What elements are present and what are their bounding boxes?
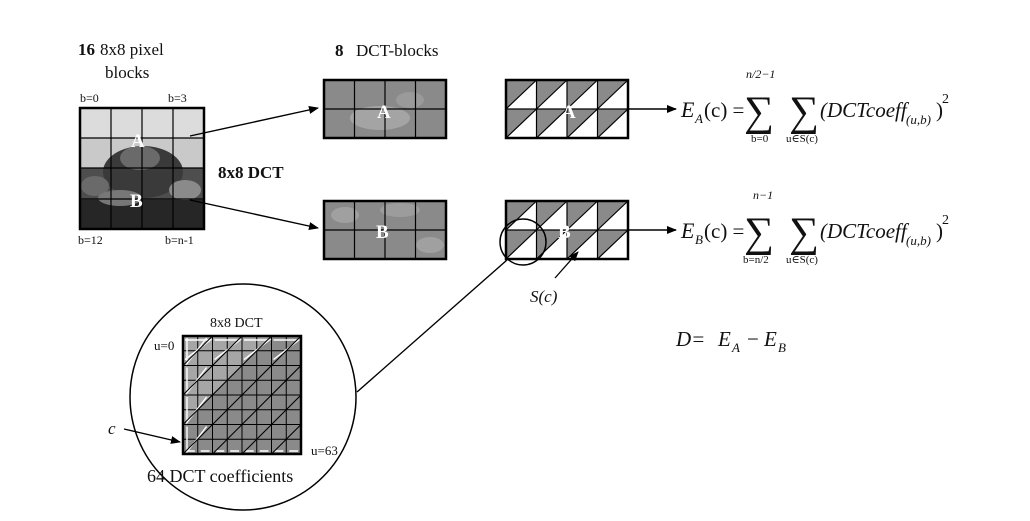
formula-ea: E A (c) = n/2−1 ∑ b=0 ∑ u∈S(c) (DCTcoeff… (680, 67, 949, 145)
dct-label-a: A (377, 102, 391, 123)
d-e2: E (763, 327, 777, 351)
zoom-u63-label: u=63 (311, 443, 338, 458)
pixel-blocks-heading: 16 8x8 pixel blocks (78, 40, 164, 82)
d-minus: − (747, 327, 759, 351)
masked-cell-diagonal (505, 79, 537, 110)
eb-sigma-1: ∑ (744, 210, 774, 256)
heading-text-line2: blocks (105, 63, 149, 82)
eb-sigma-2: ∑ (789, 210, 819, 256)
arrow-to-dct-b (189, 199, 319, 230)
masked-cell-diagonal (566, 200, 598, 231)
coeff-diagonal (241, 394, 302, 455)
zoom-connector-line (356, 259, 508, 393)
label-b3: b=3 (168, 91, 187, 105)
arrow-to-dct-a (189, 106, 319, 137)
coeff-diagonal (212, 365, 302, 455)
heading-text: 8x8 pixel (100, 40, 164, 59)
label-b12: b=12 (78, 233, 103, 247)
coeff-grid-border (181, 334, 303, 456)
ea-upper: n/2−1 (746, 67, 775, 81)
label-bn1: b=n-1 (165, 233, 194, 247)
eb-arg: (c) = (704, 219, 744, 243)
ea-term: (DCTcoeff (820, 98, 910, 122)
ea-term-close: ) (936, 98, 943, 122)
masked-cell-diagonal (505, 229, 537, 260)
dct-heading-text: DCT-blocks (356, 41, 439, 60)
eb-lhs: E (680, 218, 695, 243)
c-arrow (123, 428, 181, 444)
coeff-diagonal (182, 335, 213, 366)
dct-coefficient-grid (181, 334, 303, 456)
dct-heading-count: 8 (335, 41, 344, 60)
region-label-a: A (131, 131, 145, 152)
pixel-blocks-gridlines (80, 108, 204, 229)
zoom-title: 8x8 DCT (210, 316, 263, 331)
formula-d: D= E A − E B (675, 327, 786, 355)
ea-lower-u: u∈S(c) (786, 133, 818, 145)
eb-lower-u: u∈S(c) (786, 254, 818, 266)
d-s2: B (778, 340, 786, 355)
pixel-blocks-border (78, 106, 206, 231)
dct-block-row-b (322, 199, 448, 261)
masked-cell-diagonal (505, 200, 537, 231)
eb-upper: n−1 (753, 188, 773, 202)
ea-term-sub: (u,b) (906, 112, 931, 127)
masked-cell-diagonal (505, 108, 537, 139)
ea-lower-b: b=0 (751, 133, 769, 145)
masked-cell-diagonal (536, 108, 568, 139)
eb-sub: B (695, 232, 703, 247)
ea-arg: (c) = (704, 98, 744, 122)
label-b0: b=0 (80, 91, 99, 105)
masked-cell-diagonal (597, 79, 629, 110)
region-label-b: B (130, 191, 143, 212)
ea-sub: A (694, 111, 703, 126)
subset-arrow (554, 251, 579, 279)
d-e1: E (717, 327, 731, 351)
zigzag-scan (184, 337, 302, 455)
subset-label: S(c) (530, 287, 558, 306)
ea-sigma-2: ∑ (789, 89, 819, 135)
coeff-diagonal (182, 335, 302, 455)
c-label: c (108, 419, 116, 438)
zoom-u0-label: u=0 (154, 338, 174, 353)
masked-cell-diagonal (597, 229, 629, 260)
masked-label-b: B (558, 222, 571, 243)
eb-term: (DCTcoeff (820, 219, 910, 243)
masked-cell-diagonal (597, 108, 629, 139)
eb-lower-b: b=n/2 (743, 254, 769, 266)
eb-term-sub: (u,b) (906, 233, 931, 248)
masked-block-b (504, 199, 630, 261)
masked-block-a (504, 78, 630, 140)
ea-power: 2 (942, 92, 949, 107)
ea-lhs: E (680, 97, 695, 122)
masked-cell-diagonal (536, 229, 568, 260)
masked-label-a: A (562, 102, 576, 123)
masked-cell-diagonal (566, 108, 598, 139)
zoom-caption: 64 DCT coefficients (147, 466, 293, 486)
masked-cell-diagonal (566, 79, 598, 110)
formula-eb: E B (c) = n−1 ∑ b=n/2 ∑ u∈S(c) (DCTcoeff… (680, 188, 949, 266)
heading-count: 16 (78, 40, 95, 59)
dct-block-row-a (322, 78, 448, 140)
dct-label-b: B (376, 222, 389, 243)
d-lhs: D= (675, 327, 705, 351)
masked-cell-diagonal (536, 200, 568, 231)
transform-label: 8x8 DCT (218, 163, 284, 182)
d-s1: A (731, 340, 740, 355)
eb-power: 2 (942, 213, 949, 228)
subset-circle (499, 218, 547, 266)
eb-term-close: ) (936, 219, 943, 243)
ea-sigma-1: ∑ (744, 89, 774, 135)
coeff-diagonal (182, 335, 243, 396)
coeff-diagonal (182, 335, 272, 425)
pixel-blocks-image (78, 106, 206, 231)
coeff-diagonal (271, 424, 302, 455)
masked-cell-diagonal (536, 79, 568, 110)
masked-cell-diagonal (597, 200, 629, 231)
